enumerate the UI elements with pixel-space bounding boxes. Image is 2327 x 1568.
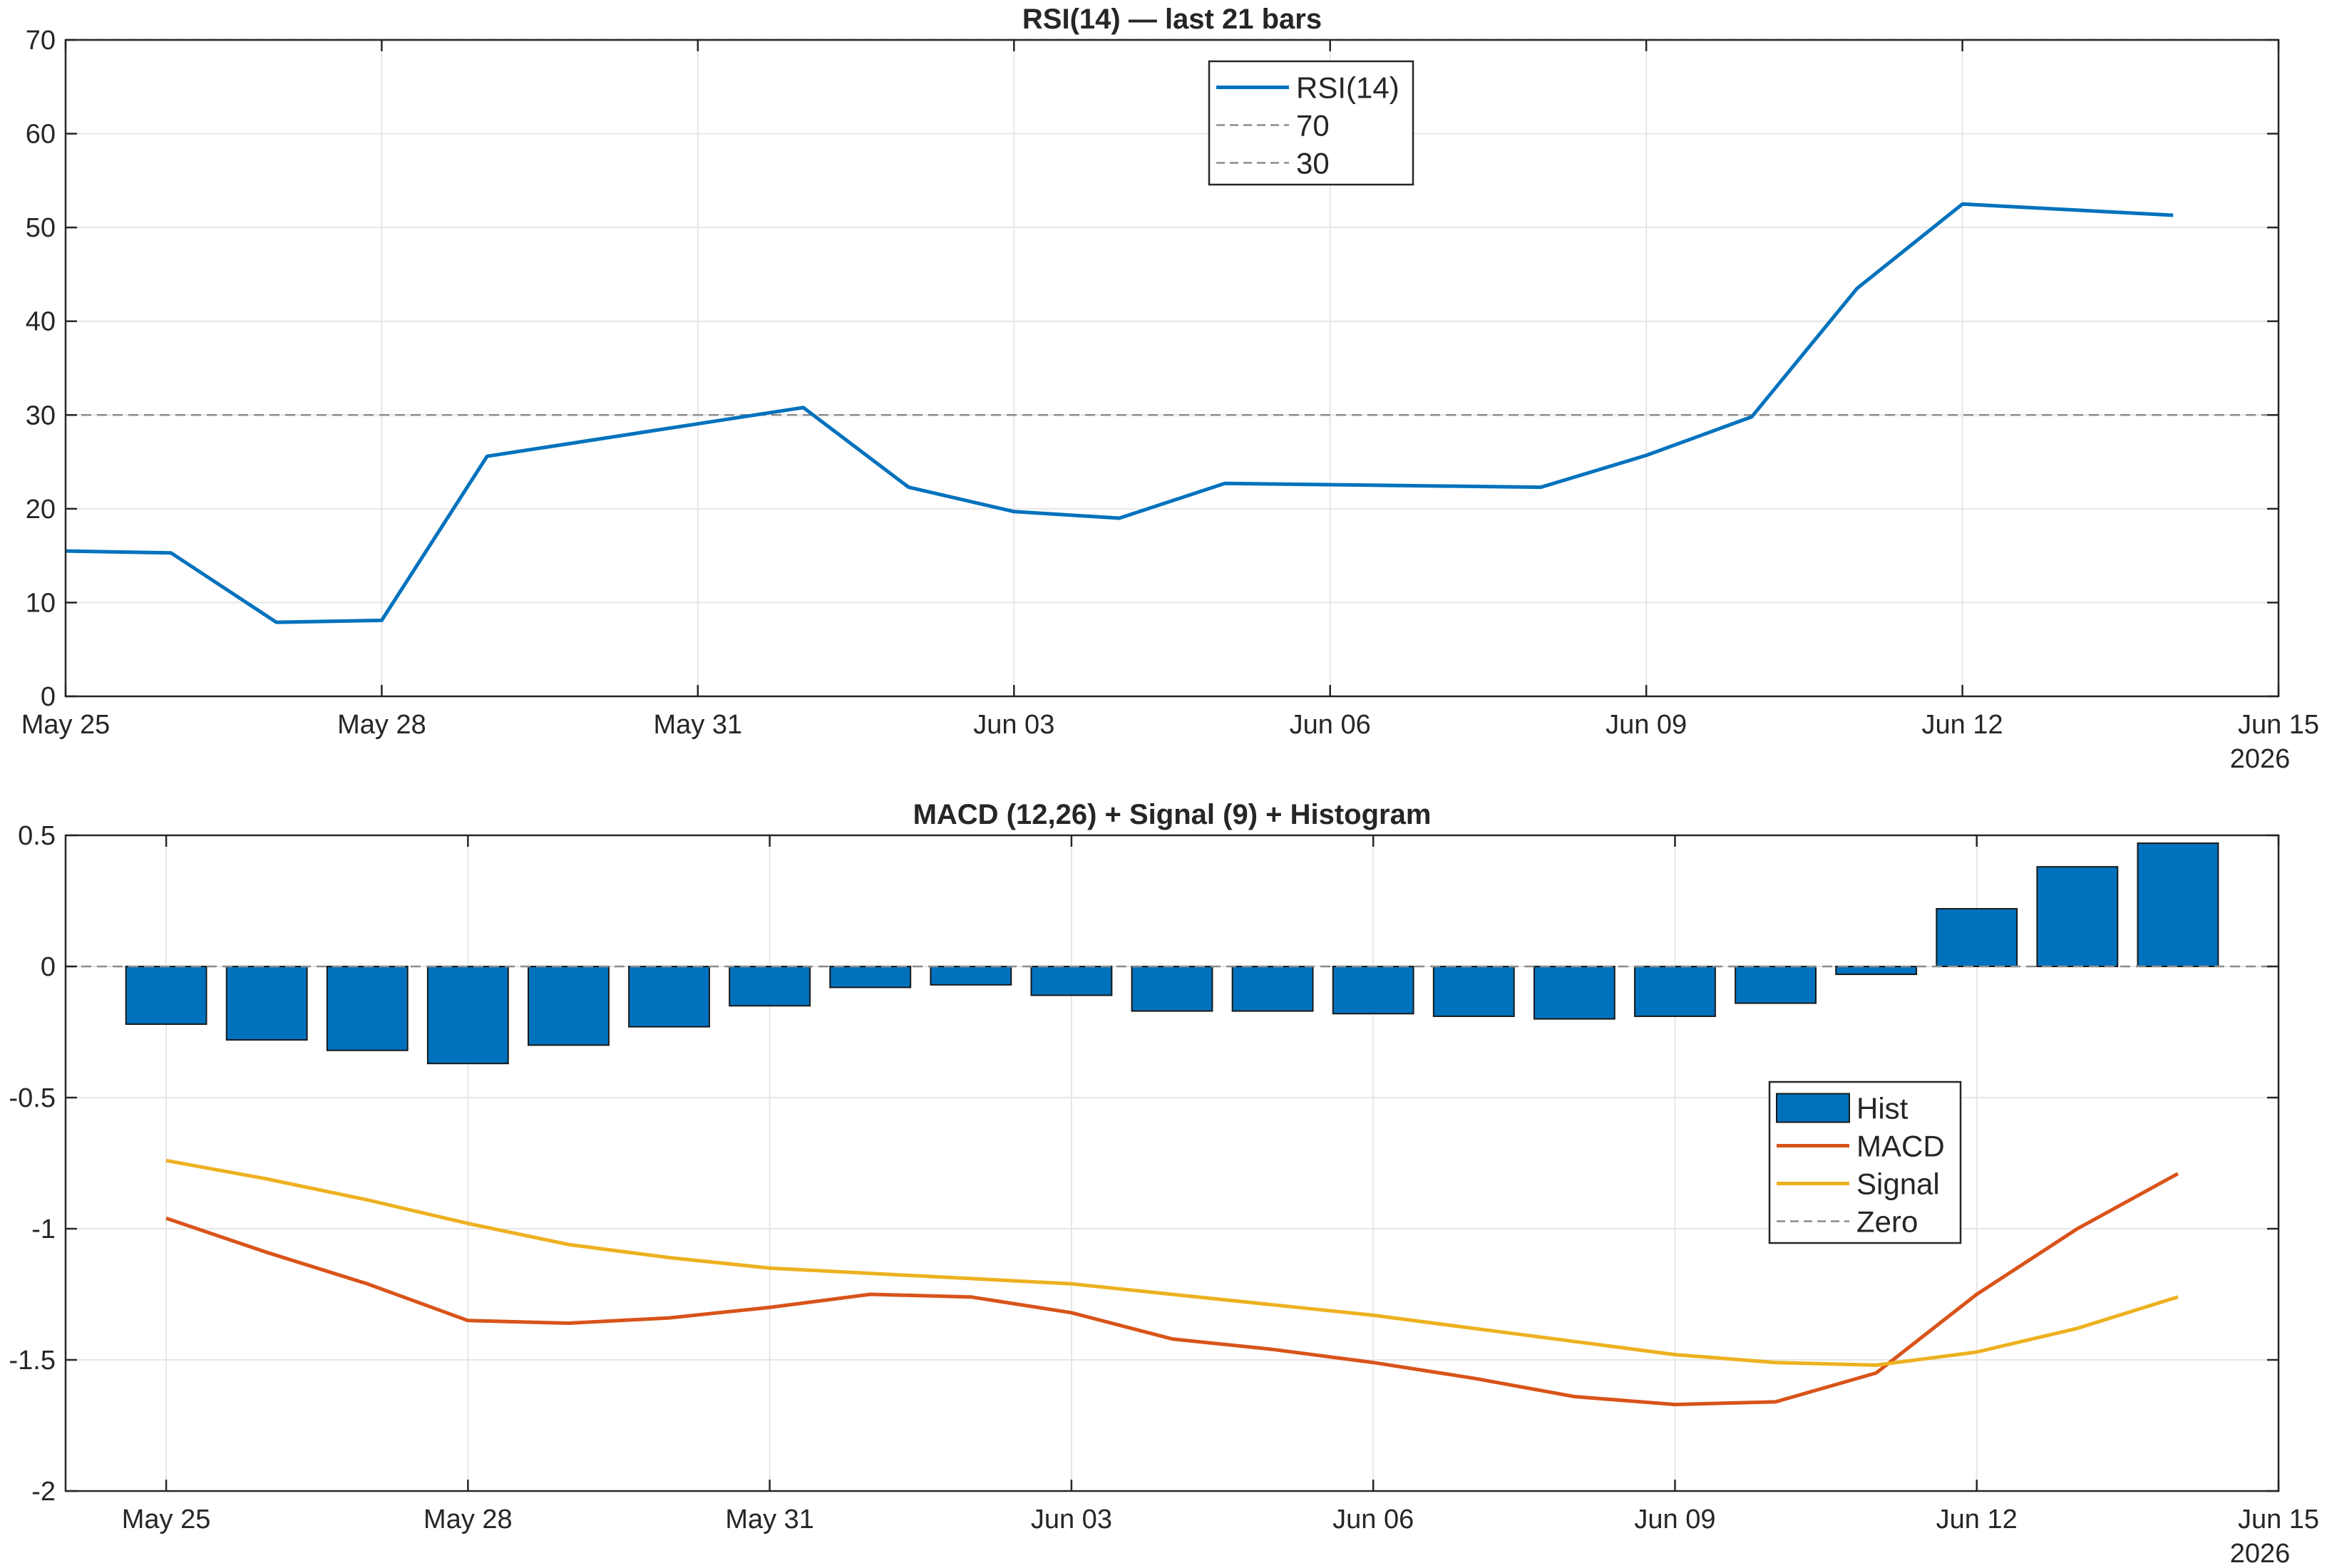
hist-bar (1231, 966, 1314, 1012)
legend-box (1208, 60, 1414, 186)
hist-bar (225, 966, 308, 1041)
hist-bar (1131, 966, 1213, 1012)
legend-swatch-hist (1776, 1093, 1850, 1123)
y-tick-label: 10 (26, 588, 56, 618)
rsi-chart: May 25 May 28 May 31 Jun 03 Jun 06 Jun 09 Jun … (21, 4, 2319, 774)
y-tick-label: -1.5 (9, 1346, 56, 1376)
hist-bar (1332, 966, 1414, 1015)
x-tick-label: Jun 03 (973, 710, 1054, 740)
legend-label: RSI(14) (1296, 71, 1399, 105)
x-tick-label: May 25 (122, 1505, 211, 1535)
x-tick-label: Jun 03 (1031, 1505, 1112, 1535)
chart-title: RSI(14) — last 21 bars (1022, 4, 1322, 35)
y-tick-label: 70 (26, 26, 56, 56)
hist-bar (930, 966, 1012, 986)
hist-bar (426, 966, 509, 1065)
y-tick-label: 20 (26, 495, 56, 525)
legend-label: Signal (1856, 1167, 1940, 1201)
hist-bar (829, 966, 912, 989)
y-tick-label: -1 (31, 1214, 56, 1244)
legend-label: Zero (1856, 1205, 1918, 1239)
y-tick-label: 40 (26, 307, 56, 337)
legend-label: 70 (1296, 109, 1330, 143)
x-tick-label: May 31 (654, 710, 743, 740)
axes-box (64, 834, 2280, 1492)
y-tick-label: -2 (31, 1477, 56, 1507)
hist-bar (326, 966, 409, 1051)
x-tick-label: May 25 (21, 710, 111, 740)
x-tick-label: May 31 (725, 1505, 814, 1535)
hist-bar (528, 966, 610, 1046)
hist-bar (2137, 842, 2219, 968)
hist-bar (1432, 966, 1515, 1017)
hist-bar (1030, 966, 1113, 996)
x-tick-label: Jun 06 (1332, 1505, 1414, 1535)
y-axis: 0 10 20 30 40 50 60 70 (26, 26, 2279, 712)
y-axis: -2 -1.5 -1 -0.5 0 0.5 (9, 821, 2279, 1507)
y-tick-label: 0 (41, 952, 56, 982)
x-tick-label: Jun 15 (2238, 1505, 2319, 1535)
x-tick-label: May 28 (337, 710, 426, 740)
hist-bar (2036, 866, 2119, 968)
x-tick-label: Jun 12 (1936, 1505, 2018, 1535)
y-tick-label: 30 (26, 401, 56, 430)
series-line-macd (165, 1172, 2179, 1407)
hist-bar (125, 966, 207, 1025)
y-tick-label: 60 (26, 120, 56, 150)
legend-label: MACD (1856, 1130, 1945, 1163)
hist-bar (1936, 908, 2018, 968)
hist-bar (1533, 966, 1615, 1020)
legend: Hist MACD Signal Zero (1768, 1080, 1962, 1244)
legend-label: 30 (1296, 147, 1330, 180)
x-axis: May 25 May 28 May 31 Jun 03 Jun 06 Jun 09 Jun … (21, 40, 2319, 774)
x-year-label: 2026 (2230, 744, 2291, 774)
y-tick-label: 0 (41, 682, 56, 712)
x-tick-label: Jun 09 (1606, 710, 1687, 740)
series-line-rsi-14 (65, 202, 2174, 624)
hist-bar (1735, 966, 1817, 1004)
x-tick-label: May 28 (423, 1505, 513, 1535)
axes-box (64, 38, 2280, 698)
chart-title: MACD (12,26) + Signal (9) + Histogram (913, 799, 1432, 830)
hist-bar (1835, 966, 1918, 976)
hist-bar (628, 966, 710, 1028)
y-tick-label: 50 (26, 213, 56, 243)
macd-chart: May 25 May 28 May 31 Jun 03 Jun 06 Jun 09 Jun … (9, 799, 2320, 1568)
x-tick-label: Jun 06 (1290, 710, 1371, 740)
legend-label: Hist (1856, 1092, 1909, 1125)
y-tick-label: -0.5 (9, 1083, 56, 1113)
legend: RSI(14) 70 30 (1208, 60, 1414, 186)
hist-bar (1634, 966, 1716, 1017)
x-tick-label: Jun 15 (2238, 710, 2319, 740)
series-line-signal (165, 1158, 2179, 1367)
x-axis: May 25 May 28 May 31 Jun 03 Jun 06 Jun 09 Jun … (122, 835, 2319, 1568)
histogram-bars (125, 842, 2219, 1065)
x-year-label: 2026 (2230, 1539, 2291, 1568)
x-tick-label: Jun 09 (1634, 1505, 1715, 1535)
hist-bar (729, 966, 811, 1007)
plot-area (66, 40, 2279, 696)
y-tick-label: 0.5 (18, 821, 56, 851)
x-tick-label: Jun 12 (1922, 710, 2003, 740)
